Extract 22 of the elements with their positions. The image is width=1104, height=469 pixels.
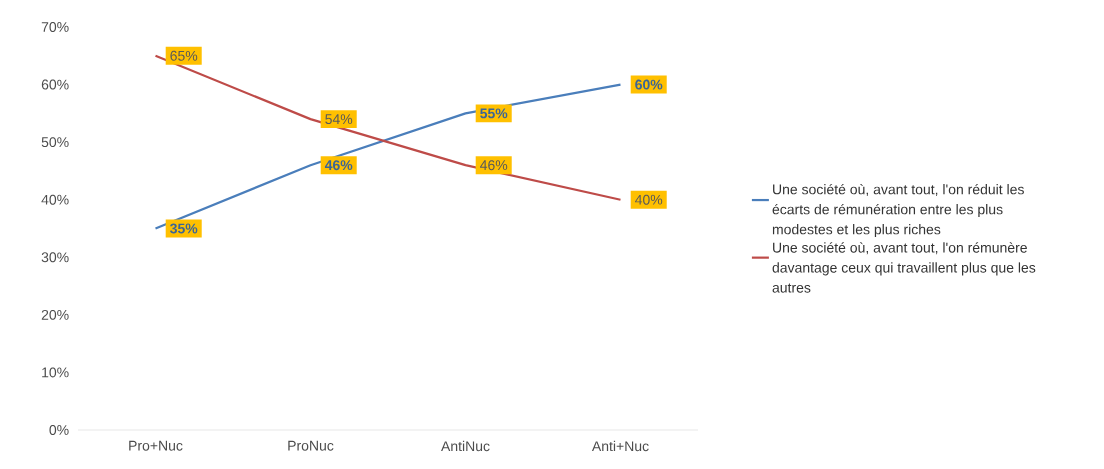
- x-tick-label: AntiNuc: [441, 440, 490, 452]
- y-tick-label: 40%: [41, 194, 69, 205]
- data-label: 65%: [170, 50, 198, 61]
- y-tick-label: 20%: [41, 309, 69, 320]
- data-label: 60%: [635, 79, 663, 90]
- y-tick-label: 60%: [41, 79, 69, 90]
- legend-label: Une société où, avant tout, l'on rémunère davantage ceux qui travaillent plus que les autres: [772, 242, 1036, 293]
- y-tick-label: 70%: [41, 22, 69, 32]
- x-tick-label: Pro+Nuc: [129, 440, 183, 451]
- y-tick-label: 50%: [41, 137, 69, 148]
- data-label: 46%: [324, 160, 353, 171]
- data-label: 55%: [480, 108, 508, 119]
- y-tick-label: 0%: [49, 425, 69, 435]
- data-label: 54%: [325, 114, 353, 125]
- x-tick-label: ProNuc: [288, 440, 334, 451]
- x-tick-label: Anti+Nuc: [591, 440, 649, 452]
- data-label: 46%: [480, 160, 508, 171]
- legend-label: Une société où, avant tout, l'on réduit les écarts de rémunération entre les plus modestes et les plus riches: [772, 183, 1024, 238]
- y-tick-label: 10%: [42, 367, 69, 378]
- y-tick-label: 30%: [41, 252, 69, 263]
- data-label: 35%: [170, 223, 198, 234]
- data-label: 40%: [635, 194, 663, 205]
